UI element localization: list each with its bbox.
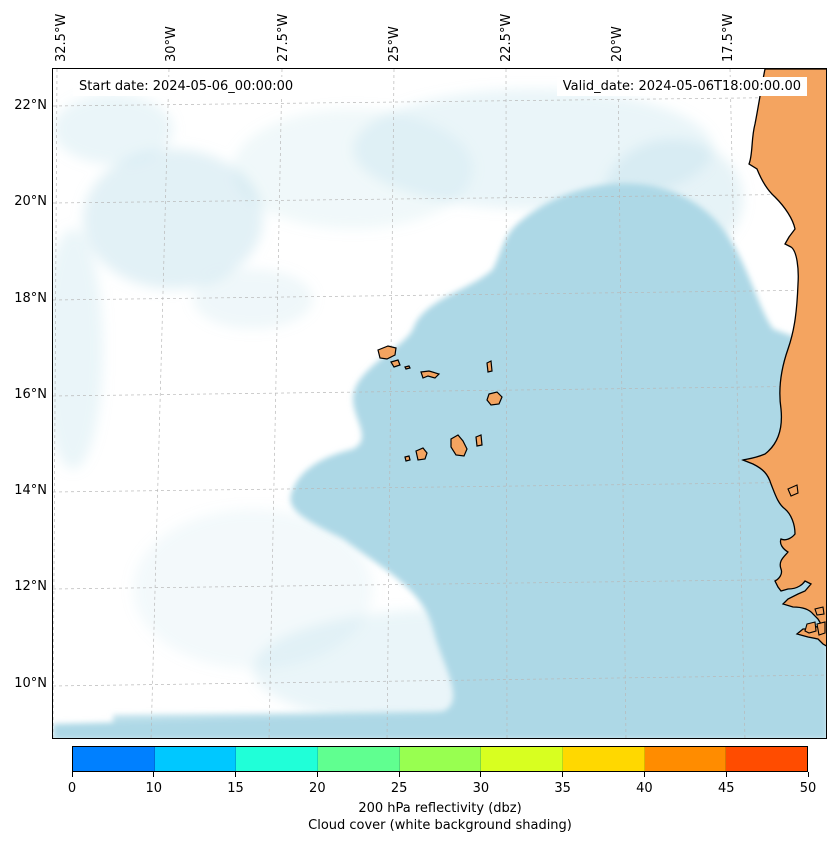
colorbar-segment [318, 747, 400, 771]
colorbar-segment [154, 747, 237, 771]
start-date-label: Start date: 2024-05-06_00:00:00 [73, 77, 300, 96]
cloud-mass [53, 183, 826, 738]
lat-label-12n: 12°N [14, 579, 47, 594]
lat-label-18n: 18°N [14, 291, 47, 306]
lat-label-10n: 10°N [14, 676, 47, 691]
colorbar-tick [398, 772, 400, 777]
island-boa-vista [486, 391, 503, 406]
island-sal [486, 360, 493, 373]
colorbar [72, 746, 808, 772]
meridian [268, 69, 283, 738]
meridian [505, 69, 508, 738]
meridian [53, 69, 58, 738]
colorbar-tick [725, 772, 727, 777]
island-santiago [450, 434, 468, 457]
coast-island [804, 621, 817, 634]
colorbar-sublabel: Cloud cover (white background shading) [308, 818, 572, 833]
cloud-mass-shape [53, 183, 826, 738]
island-sao-nicolau [420, 370, 441, 379]
colorbar-segment [236, 747, 319, 771]
lon-label-25w: 25°W [387, 26, 402, 62]
colorbar-label: 200 hPa reflectivity (dbz) [358, 801, 522, 816]
cloud-band-south [113, 709, 691, 738]
coast-island [787, 484, 799, 497]
coast-island [816, 621, 826, 636]
colorbar-tick-label: 15 [227, 781, 244, 796]
colorbar-tick [807, 772, 809, 777]
colorbar-tick [643, 772, 645, 777]
colorbar-segment [481, 747, 564, 771]
colorbar-tick-label: 10 [145, 781, 163, 796]
map-canvas [53, 69, 826, 738]
colorbar-segment [726, 747, 808, 771]
colorbar-segment [73, 747, 155, 771]
island-santo-antao [377, 345, 397, 360]
lon-label-17-5w: 17.5°W [721, 13, 736, 62]
meridian [386, 69, 395, 738]
colorbar-tick [316, 772, 318, 777]
coastline-west-africa [741, 69, 826, 647]
coast-island [814, 606, 825, 616]
colorbar-tick-label: 40 [636, 781, 653, 796]
lat-label-22n: 22°N [14, 98, 47, 113]
island-santa-luzia [404, 365, 411, 370]
lon-label-22-5w: 22.5°W [499, 13, 514, 62]
lat-label-14n: 14°N [14, 483, 47, 498]
colorbar-tick-label: 20 [309, 781, 326, 796]
colorbar-segment [563, 747, 645, 771]
colorbar-tick [235, 772, 237, 777]
lon-label-20w: 20°W [610, 26, 625, 62]
cloud-wisp [193, 269, 313, 329]
cloud-wisp [53, 94, 173, 164]
island-maio [475, 434, 483, 447]
colorbar-tick-label: 30 [472, 781, 490, 796]
colorbar-tick-label: 25 [390, 781, 408, 796]
colorbar-segment [644, 747, 727, 771]
colorbar-tick [562, 772, 564, 777]
map-panel[interactable] [52, 68, 827, 739]
colorbar-tick-label: 0 [67, 781, 77, 796]
island-sao-vicente [390, 359, 401, 368]
cloud-wisp [83, 149, 263, 289]
meridian [150, 69, 170, 738]
colorbar-segment [399, 747, 482, 771]
island-fogo [415, 447, 428, 461]
colorbar-tick [480, 772, 482, 777]
lon-label-27-5w: 27.5°W [276, 13, 291, 62]
valid-date-label: Valid_date: 2024-05-06T18:00:00.00 [556, 77, 807, 96]
meridian [729, 69, 746, 738]
cloud-wisp [53, 229, 103, 469]
island-brava [404, 455, 411, 462]
cape-verde-islands [377, 345, 503, 462]
colorbar-tick [153, 772, 155, 777]
meridian [617, 69, 627, 738]
colorbar-tick-label: 45 [717, 781, 735, 796]
lat-label-16n: 16°N [14, 387, 47, 402]
lat-label-20n: 20°N [14, 194, 47, 209]
colorbar-tick-label: 50 [799, 781, 817, 796]
colorbar-tick-label: 35 [554, 781, 571, 796]
lon-label-32-5w: 32.5°W [54, 13, 69, 62]
graticule [53, 69, 826, 738]
colorbar-tick [71, 772, 73, 777]
lon-label-30w: 30°W [164, 26, 179, 62]
